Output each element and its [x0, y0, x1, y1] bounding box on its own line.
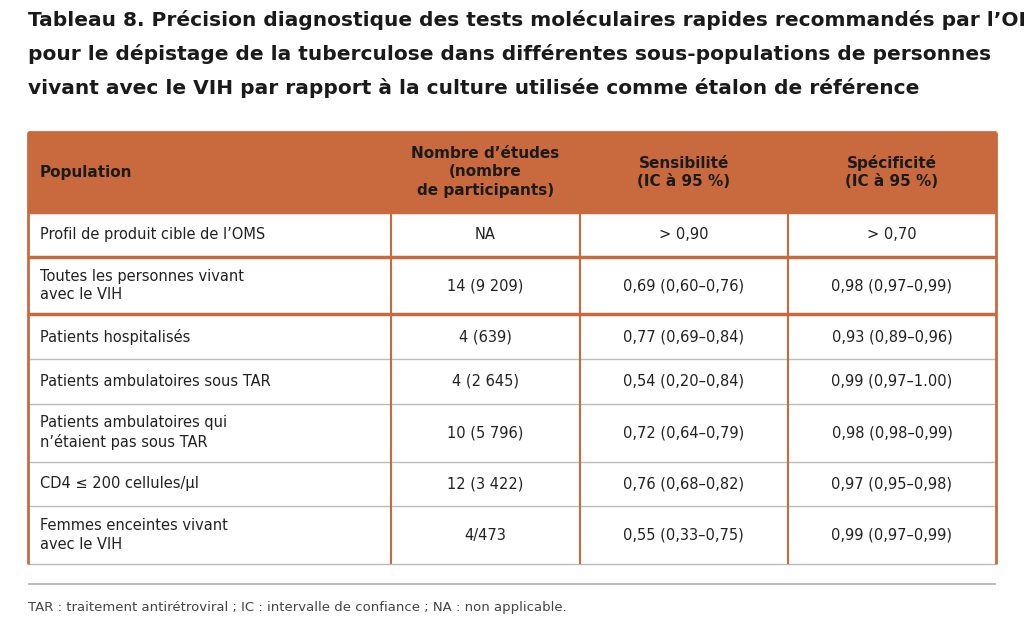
Text: 4 (2 645): 4 (2 645)	[452, 374, 519, 389]
Text: 12 (3 422): 12 (3 422)	[447, 476, 523, 492]
Text: 0,99 (0,97–0,99): 0,99 (0,97–0,99)	[831, 528, 952, 543]
Text: vivant avec le VIH par rapport à la culture utilisée comme étalon de référence: vivant avec le VIH par rapport à la cult…	[28, 78, 920, 98]
Text: 0,76 (0,68–0,82): 0,76 (0,68–0,82)	[624, 476, 744, 492]
Text: 10 (5 796): 10 (5 796)	[447, 425, 523, 440]
Text: 0,98 (0,97–0,99): 0,98 (0,97–0,99)	[831, 278, 952, 293]
Text: 0,77 (0,69–0,84): 0,77 (0,69–0,84)	[624, 329, 744, 344]
Text: pour le dépistage de la tuberculose dans différentes sous-populations de personn: pour le dépistage de la tuberculose dans…	[28, 44, 991, 64]
Text: 0,54 (0,20–0,84): 0,54 (0,20–0,84)	[624, 374, 744, 389]
Text: 0,93 (0,89–0,96): 0,93 (0,89–0,96)	[831, 329, 952, 344]
Text: Patients hospitalisés: Patients hospitalisés	[40, 329, 190, 345]
Text: TAR : traitement antirétroviral ; IC : intervalle de confiance ; NA : non applic: TAR : traitement antirétroviral ; IC : i…	[28, 601, 566, 614]
Text: Toutes les personnes vivant
avec le VIH: Toutes les personnes vivant avec le VIH	[40, 269, 244, 302]
Text: 0,97 (0,95–0,98): 0,97 (0,95–0,98)	[831, 476, 952, 492]
Text: Patients ambulatoires sous TAR: Patients ambulatoires sous TAR	[40, 374, 270, 389]
Text: 0,69 (0,60–0,76): 0,69 (0,60–0,76)	[624, 278, 744, 293]
Text: Nombre d’études
(nombre
de participants): Nombre d’études (nombre de participants)	[412, 146, 559, 198]
Text: Population: Population	[40, 165, 132, 179]
Text: 0,98 (0,98–0,99): 0,98 (0,98–0,99)	[831, 425, 952, 440]
Text: > 0,70: > 0,70	[867, 227, 916, 242]
Bar	[28, 132, 996, 212]
Text: 4 (639): 4 (639)	[459, 329, 512, 344]
Text: Sensibilité
(IC à 95 %): Sensibilité (IC à 95 %)	[637, 155, 730, 188]
Text: Spécificité
(IC à 95 %): Spécificité (IC à 95 %)	[846, 155, 939, 189]
Text: > 0,90: > 0,90	[659, 227, 709, 242]
Text: CD4 ≤ 200 cellules/µl: CD4 ≤ 200 cellules/µl	[40, 476, 199, 492]
Text: 0,55 (0,33–0,75): 0,55 (0,33–0,75)	[624, 528, 744, 543]
Text: Patients ambulatoires qui
n’étaient pas sous TAR: Patients ambulatoires qui n’étaient pas …	[40, 415, 227, 450]
Text: 4/473: 4/473	[465, 528, 506, 543]
Text: 0,72 (0,64–0,79): 0,72 (0,64–0,79)	[624, 425, 744, 440]
Text: 0,99 (0,97–1.00): 0,99 (0,97–1.00)	[831, 374, 952, 389]
Text: NA: NA	[475, 227, 496, 242]
Text: Profil de produit cible de l’OMS: Profil de produit cible de l’OMS	[40, 227, 265, 242]
Text: Femmes enceintes vivant
avec le VIH: Femmes enceintes vivant avec le VIH	[40, 518, 228, 552]
Text: Tableau 8. Précision diagnostique des tests moléculaires rapides recommandés par: Tableau 8. Précision diagnostique des te…	[28, 10, 1024, 30]
Text: 14 (9 209): 14 (9 209)	[447, 278, 523, 293]
